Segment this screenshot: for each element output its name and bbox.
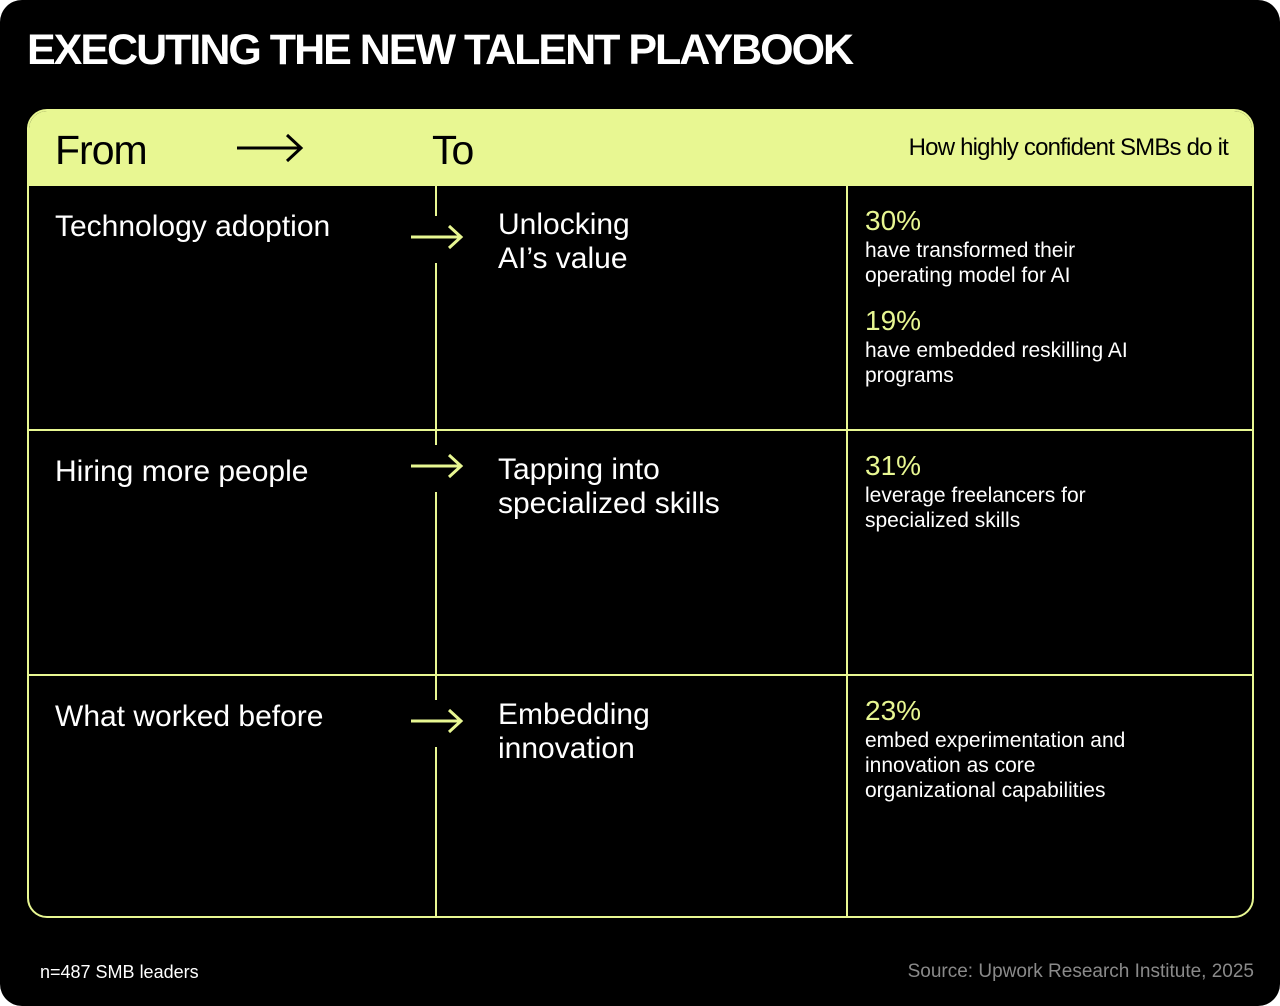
to-text: Tapping into specialized skills <box>498 453 828 521</box>
to-line: Tapping into <box>498 453 660 486</box>
row-divider <box>29 429 1252 431</box>
stat-description: have embedded reskilling AI programs <box>865 339 1128 387</box>
from-text: Hiring more people <box>55 455 309 488</box>
table-row: What worked before Embedding innovation 2… <box>29 676 1252 916</box>
to-line: specialized skills <box>498 487 720 520</box>
to-line: Unlocking <box>498 208 630 241</box>
page-title: EXECUTING THE NEW TALENT PLAYBOOK <box>27 26 854 74</box>
from-text: Technology adoption <box>55 210 331 243</box>
to-line: AI’s value <box>498 242 628 275</box>
table-header: From To How highly confident SMBs do it <box>29 111 1252 186</box>
arrow-right-icon <box>409 216 465 263</box>
playbook-table: From To How highly confident SMBs do it … <box>27 109 1254 918</box>
stats: 30% have transformed their operating mod… <box>865 204 1235 404</box>
table-row: Technology adoption Unlocking AI’s value … <box>29 186 1252 431</box>
arrow-right-icon <box>237 133 304 163</box>
stats: 31% leverage freelancers for specialized… <box>865 449 1235 549</box>
sample-size-note: n=487 SMB leaders <box>40 962 199 982</box>
arrow-right-icon <box>409 700 465 747</box>
stat-description: have transformed their operating model f… <box>865 239 1076 287</box>
header-confidence: How highly confident SMBs do it <box>908 134 1229 161</box>
stat-percent: 30% <box>865 205 922 236</box>
stat-description: embed experimentation and innovation as … <box>865 729 1126 802</box>
stat-description: leverage freelancers for specialized ski… <box>865 484 1086 532</box>
stats: 23% embed experimentation and innovation… <box>865 694 1235 819</box>
stat-percent: 31% <box>865 450 922 481</box>
table-row: Hiring more people Tapping into specializ… <box>29 431 1252 676</box>
source-note: Source: Upwork Research Institute, 2025 <box>907 961 1254 982</box>
header-from: From <box>55 127 148 173</box>
to-line: Embedding <box>498 698 650 731</box>
row-divider <box>29 674 1252 676</box>
header-to: To <box>432 127 474 173</box>
from-text: What worked before <box>55 700 324 733</box>
to-text: Embedding innovation <box>498 698 828 766</box>
to-text: Unlocking AI’s value <box>498 208 828 276</box>
to-line: innovation <box>498 732 635 765</box>
stat-percent: 19% <box>865 305 922 336</box>
column-divider <box>435 186 437 916</box>
stat-percent: 23% <box>865 695 922 726</box>
column-divider <box>846 186 848 916</box>
arrow-right-icon <box>409 445 465 492</box>
